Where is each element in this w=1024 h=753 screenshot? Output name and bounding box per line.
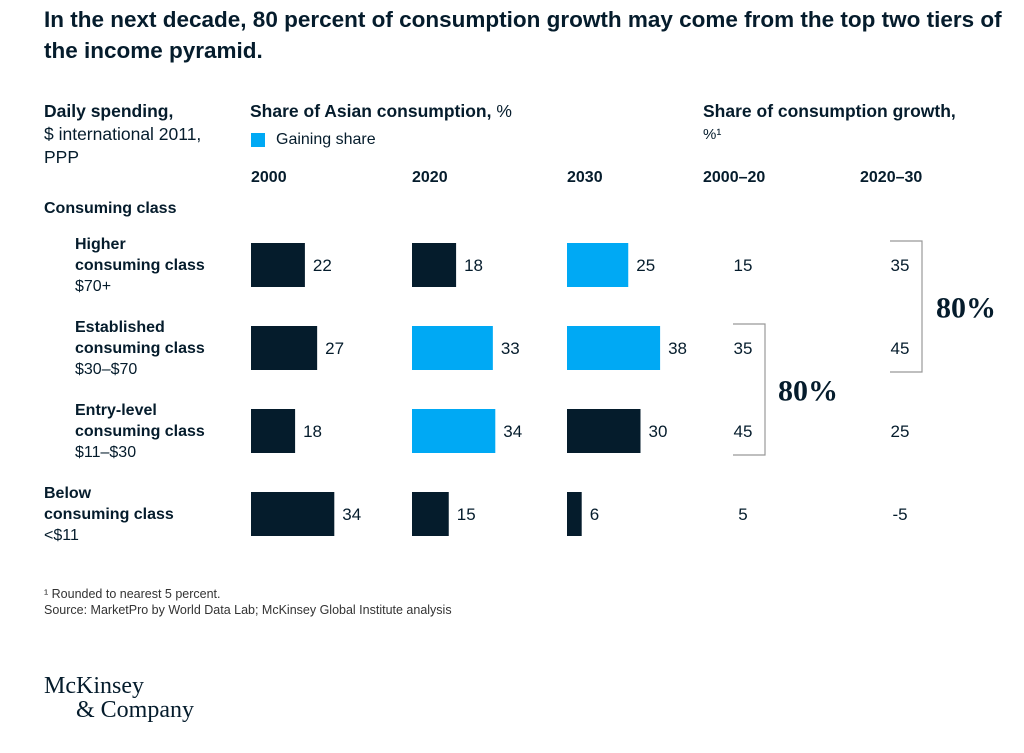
growth-value-1-established: 45 — [891, 339, 910, 358]
bar-value-2030-established: 38 — [668, 339, 687, 358]
share-header-unit: % — [491, 101, 512, 121]
bar-2000-below — [251, 492, 335, 536]
bar-2020-entry-level — [412, 409, 496, 453]
bar-value-2000-established: 27 — [325, 339, 344, 358]
row-label-higher-line2: consuming class — [75, 257, 205, 274]
growth-value-1-higher: 35 — [891, 256, 910, 275]
bracket-label-1: 80% — [936, 292, 996, 325]
bar-value-2020-higher: 18 — [464, 256, 483, 275]
bar-2030-entry-level — [567, 409, 641, 453]
year-header-2030: 2030 — [567, 169, 603, 186]
growth-value-0-below: 5 — [738, 505, 747, 524]
bar-2020-established — [412, 326, 493, 370]
growth-header-label: Share of consumption growth, — [703, 101, 956, 121]
legend-swatch-gaining — [251, 133, 265, 147]
bar-value-2000-entry-level: 18 — [303, 422, 322, 441]
growth-value-0-entry-level: 45 — [734, 422, 753, 441]
bar-2000-higher — [251, 243, 305, 287]
bar-value-2030-below: 6 — [590, 505, 599, 524]
bar-value-2000-below: 34 — [342, 505, 361, 524]
daily-spending-ppp: PPP — [44, 147, 80, 167]
growth-bracket-0 — [733, 323, 766, 456]
row-label-established-line2: consuming class — [75, 340, 205, 357]
growth-value-1-entry-level: 25 — [891, 422, 910, 441]
row-label-entry-level: Entry-level consuming class $11–$30 — [75, 400, 205, 463]
growth-value-0-established: 35 — [734, 339, 753, 358]
bar-value-2020-established: 33 — [501, 339, 520, 358]
bar-value-2020-entry-level: 34 — [503, 422, 522, 441]
share-header-label: Share of Asian consumption, — [250, 101, 492, 121]
bar-2030-established — [567, 326, 661, 370]
row-label-established-line1: Established — [75, 319, 165, 336]
bar-2020-below — [412, 492, 449, 536]
growth-period-2000-20: 2000–20 — [703, 169, 766, 186]
growth-value-1-below: -5 — [892, 505, 907, 524]
row-range-entry-level: $11–$30 — [75, 444, 137, 461]
year-header-2020: 2020 — [412, 169, 448, 186]
chart-title: In the next decade, 80 percent of consum… — [44, 7, 1002, 63]
row-label-entry-level-line1: Entry-level — [75, 402, 157, 419]
row-label-entry-level-line2: consuming class — [75, 423, 205, 440]
growth-header-unit: %¹ — [703, 126, 722, 143]
row-label-higher-line1: Higher — [75, 236, 126, 253]
bar-2000-established — [251, 326, 318, 370]
row-range-higher: $70+ — [75, 278, 112, 295]
row-range-established: $30–$70 — [75, 361, 138, 378]
bar-2020-higher — [412, 243, 457, 287]
legend-label-gaining: Gaining share — [276, 131, 376, 148]
row-label-established: Established consuming class $30–$70 — [75, 317, 205, 380]
bar-2000-entry-level — [251, 409, 296, 453]
bar-value-2000-higher: 22 — [313, 256, 332, 275]
growth-value-0-higher: 15 — [734, 256, 753, 275]
bar-value-2030-entry-level: 30 — [649, 422, 668, 441]
daily-spending-unit: $ international 2011, — [44, 124, 202, 144]
consuming-class-label: Consuming class — [44, 200, 177, 217]
mckinsey-logo: McKinsey & Company — [44, 674, 194, 722]
bar-value-2030-higher: 25 — [636, 256, 655, 275]
bar-value-2020-below: 15 — [457, 505, 476, 524]
year-header-2000: 2000 — [251, 169, 287, 186]
bar-2030-higher — [567, 243, 629, 287]
logo-line1: McKinsey — [44, 673, 144, 699]
daily-spending-label: Daily spending, — [44, 101, 174, 121]
row-range-below: <$11 — [44, 527, 79, 544]
footnote: ¹ Rounded to nearest 5 percent. — [44, 587, 221, 601]
bar-2030-below — [567, 492, 582, 536]
bracket-label-0: 80% — [778, 375, 838, 408]
logo-line2: & Company — [76, 697, 194, 723]
growth-period-2020-30: 2020–30 — [860, 169, 923, 186]
row-label-below-line1: Below — [44, 485, 92, 502]
daily-spending-header: Daily spending, $ international 2011, PP… — [44, 100, 201, 169]
source-note: Source: MarketPro by World Data Lab; McK… — [44, 603, 452, 617]
chart-plot-area: 22 27 18 34 18 33 34 15 25 38 30 6 15 35 45 5 35 45 25 -5 80… — [251, 240, 996, 536]
growth-header: Share of consumption growth, %¹ — [703, 100, 956, 146]
row-label-below-line2: consuming class — [44, 506, 174, 523]
row-label-below: Below consuming class <$11 — [44, 483, 174, 546]
row-label-higher: Higher consuming class $70+ — [75, 234, 205, 297]
share-header: Share of Asian consumption, % — [250, 100, 512, 123]
growth-bracket-1 — [890, 240, 923, 373]
